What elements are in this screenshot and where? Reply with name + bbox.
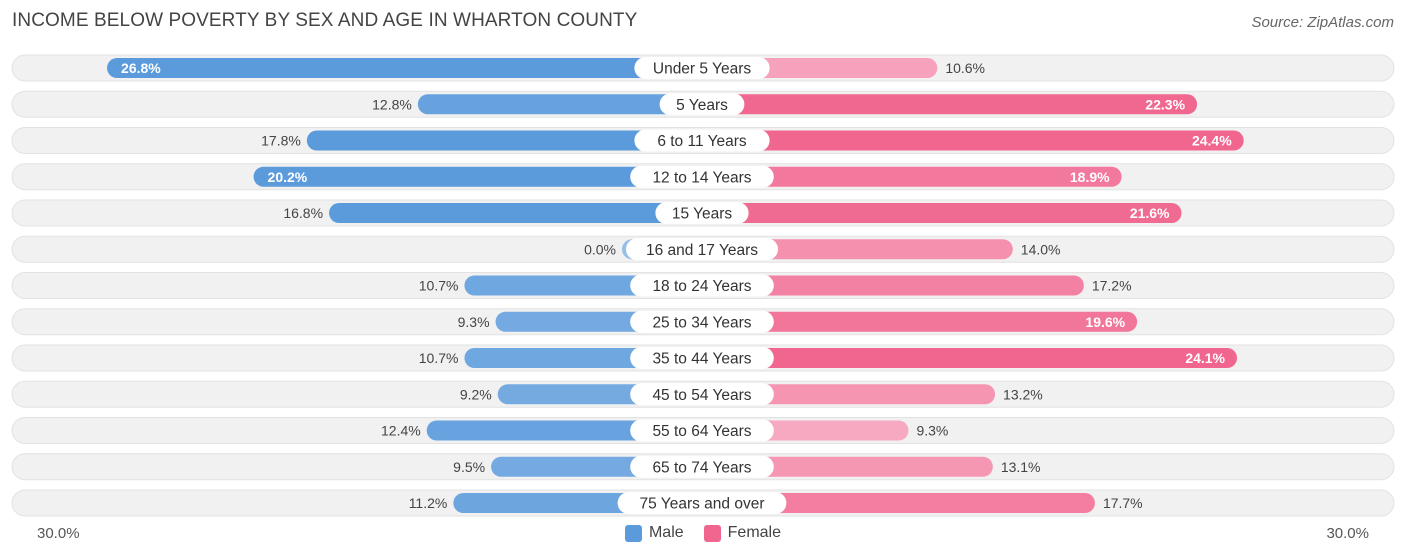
legend-female[interactable]: Female (703, 524, 782, 542)
male-value-label: 10.7% (419, 278, 459, 294)
male-bar (107, 58, 703, 78)
female-value-label: 19.6% (1085, 314, 1125, 330)
male-value-label: 11.2% (409, 495, 448, 511)
chart-row: 12.8% 22.3% 5 Years (11, 90, 1395, 118)
chart-row: 16.8% 21.6% 15 Years (11, 199, 1395, 227)
chart-row: 9.5% 13.1% 65 to 74 Years (11, 453, 1395, 481)
poverty-chart: 26.8% 10.6% Under 5 Years 12.8% 22.3% 5 Years… (11, 54, 1395, 517)
male-value-label: 16.8% (283, 205, 323, 221)
male-value-label: 20.2% (268, 169, 308, 185)
category-label: 6 to 11 Years (657, 133, 747, 150)
category-label-background (617, 492, 787, 514)
male-value-label: 12.8% (372, 96, 412, 112)
female-bar (702, 311, 1138, 332)
category-label-background (630, 165, 774, 188)
legend-male[interactable]: Male (624, 524, 684, 542)
female-value-label: 24.1% (1185, 350, 1225, 366)
male-value-label: 0.0% (584, 241, 616, 257)
chart-row: 9.3% 19.6% 25 to 34 Years (11, 308, 1395, 336)
female-bar (702, 348, 1238, 368)
category-label-background (626, 238, 778, 261)
male-value-label: 9.3% (458, 314, 490, 330)
category-label-background (630, 274, 774, 297)
category-label: 35 to 44 Years (652, 351, 751, 368)
category-label-background (630, 347, 774, 369)
category-label-background (630, 455, 774, 478)
category-label: 16 and 17 Years (646, 242, 758, 259)
chart-row: 26.8% 10.6% Under 5 Years (11, 54, 1395, 82)
female-bar (702, 239, 1013, 260)
female-bar (702, 384, 996, 405)
legend-male-swatch (624, 524, 642, 542)
category-label: 65 to 74 Years (652, 459, 751, 476)
category-label: 55 to 64 Years (652, 423, 751, 440)
female-value-label: 24.4% (1192, 133, 1232, 149)
chart-row: 9.2% 13.2% 45 to 54 Years (11, 380, 1395, 408)
male-value-label: 17.8% (261, 133, 301, 149)
male-value-label: 9.2% (460, 386, 492, 402)
female-bar (702, 456, 993, 477)
category-label-background (634, 129, 770, 152)
category-label-background (630, 419, 774, 442)
male-value-label: 12.4% (381, 423, 421, 439)
female-value-label: 22.3% (1145, 96, 1185, 112)
female-value-label: 13.1% (1001, 459, 1041, 475)
female-value-label: 18.9% (1070, 169, 1110, 185)
legend-female-swatch (703, 524, 721, 542)
chart-row: 17.8% 24.4% 6 to 11 Years (11, 127, 1395, 154)
category-label-background (634, 57, 770, 79)
female-bar (702, 275, 1084, 296)
male-bar (306, 130, 702, 151)
male-value-label: 10.7% (419, 350, 459, 366)
male-value-label: 26.8% (121, 60, 161, 76)
category-label: 75 Years and over (640, 496, 765, 513)
female-bar (702, 493, 1095, 513)
chart-title: INCOME BELOW POVERTY BY SEX AND AGE IN W… (12, 10, 638, 31)
category-label: 45 to 54 Years (652, 387, 751, 404)
chart-row: 0.0% 14.0% 16 and 17 Years (11, 235, 1395, 263)
axis-left-max: 30.0% (37, 525, 80, 542)
chart-row: 12.4% 9.3% 55 to 64 Years (11, 417, 1395, 444)
category-label: 18 to 24 Years (652, 278, 751, 295)
female-bar (702, 130, 1244, 151)
female-value-label: 17.7% (1103, 495, 1143, 511)
legend-male-label: Male (648, 524, 684, 541)
female-bar (702, 203, 1182, 223)
category-label: 25 to 34 Years (652, 314, 751, 331)
chart-row: 11.2% 17.7% 75 Years and over (11, 489, 1395, 517)
chart-row: 10.7% 17.2% 18 to 24 Years (11, 272, 1395, 299)
category-label: 5 Years (676, 97, 728, 114)
male-bar (329, 203, 702, 223)
female-value-label: 14.0% (1021, 241, 1061, 257)
male-bar (253, 166, 702, 187)
female-value-label: 9.3% (916, 423, 948, 439)
legend: Male Female (0, 524, 1406, 542)
female-value-label: 21.6% (1130, 205, 1170, 221)
category-label-background (655, 202, 749, 224)
category-label-background (630, 383, 774, 406)
category-label: 12 to 14 Years (652, 169, 751, 186)
female-bar (702, 166, 1122, 187)
female-value-label: 17.2% (1092, 278, 1132, 294)
male-value-label: 9.5% (453, 459, 485, 475)
female-value-label: 13.2% (1003, 386, 1043, 402)
legend-female-label: Female (727, 524, 782, 541)
category-label-background (630, 310, 774, 333)
category-label: 15 Years (672, 206, 733, 223)
category-label: Under 5 Years (653, 61, 751, 78)
chart-row: 20.2% 18.9% 12 to 14 Years (11, 163, 1395, 191)
chart-row: 10.7% 24.1% 35 to 44 Years (11, 344, 1395, 372)
category-label-background (659, 93, 745, 116)
axis-right-max: 30.0% (1326, 525, 1369, 542)
female-value-label: 10.6% (945, 60, 985, 76)
male-bar (417, 94, 702, 115)
female-bar (702, 94, 1198, 115)
source-credit: Source: ZipAtlas.com (1251, 14, 1394, 31)
